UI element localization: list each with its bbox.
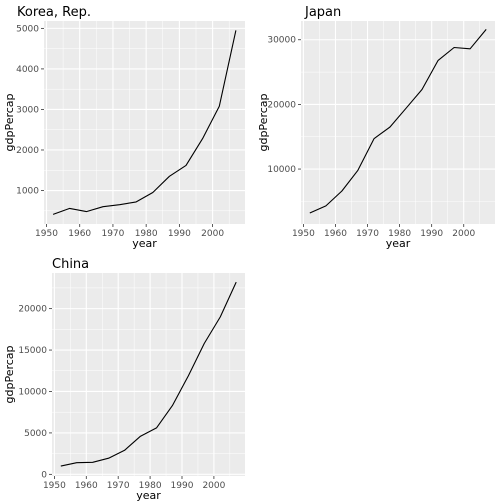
y-axis-title: gdpPercap <box>3 345 16 403</box>
panel-background <box>301 21 495 224</box>
panel-1: 1950 1960 1970 1980 1990 2000 10000 20000 30000 J… <box>257 5 495 250</box>
series-line <box>52 30 237 215</box>
panel-title: China <box>52 257 89 272</box>
x-tick-label: 1960 <box>68 229 91 239</box>
panel-background <box>52 273 245 476</box>
x-tick-label: 1950 <box>35 229 58 239</box>
x-axis-title: year <box>386 237 411 250</box>
x-axis-title: year <box>132 237 157 250</box>
x-tick-label: 1970 <box>107 481 130 491</box>
x-tick-label: 1980 <box>139 481 162 491</box>
panel-background <box>44 21 245 224</box>
panel-2: 1950 1960 1970 1980 1990 20000500010000150002… <box>3 257 245 502</box>
x-tick-label: 1970 <box>356 229 379 239</box>
y-tick-label: 20000 <box>18 305 47 315</box>
y-tick-label: 15000 <box>18 346 47 356</box>
x-tick-label: 2000 <box>452 229 475 239</box>
x-tick-label: 1950 <box>43 481 66 491</box>
y-axis-title: gdpPercap <box>3 93 16 151</box>
series-line <box>309 29 487 214</box>
y-tick-label: 3000 <box>16 105 39 115</box>
x-tick-label: 1990 <box>171 481 194 491</box>
y-tick-label: 20000 <box>267 100 296 110</box>
y-tick-label: 30000 <box>267 36 296 46</box>
y-tick-label: 0 <box>41 470 47 480</box>
y-tick-label: 5000 <box>16 24 39 34</box>
y-tick-label: 10000 <box>18 387 47 397</box>
y-tick-label: 10000 <box>267 165 296 175</box>
y-tick-label: 2000 <box>16 146 39 156</box>
panel-title: Korea, Rep. <box>17 5 91 20</box>
x-tick-label: 1960 <box>324 229 347 239</box>
x-tick-label: 1960 <box>75 481 98 491</box>
x-tick-label: 1990 <box>168 229 191 239</box>
x-tick-label: 1990 <box>420 229 443 239</box>
y-tick-label: 1000 <box>16 187 39 197</box>
series-line <box>60 281 237 467</box>
x-tick-label: 2000 <box>202 481 225 491</box>
x-tick-label: 1950 <box>292 229 315 239</box>
panel-0: 1950 1960 1970 1980 1990 2000 1000 2000 3000 4000… <box>3 5 245 250</box>
x-tick-label: 1980 <box>388 229 411 239</box>
x-axis-title: year <box>136 489 161 502</box>
x-tick-label: 2000 <box>201 229 224 239</box>
y-axis-title: gdpPercap <box>257 93 270 151</box>
panel-title: Japan <box>304 5 341 20</box>
y-tick-label: 4000 <box>16 65 39 75</box>
x-tick-label: 1980 <box>135 229 158 239</box>
x-tick-label: 1970 <box>101 229 124 239</box>
y-tick-label: 5000 <box>24 429 47 439</box>
